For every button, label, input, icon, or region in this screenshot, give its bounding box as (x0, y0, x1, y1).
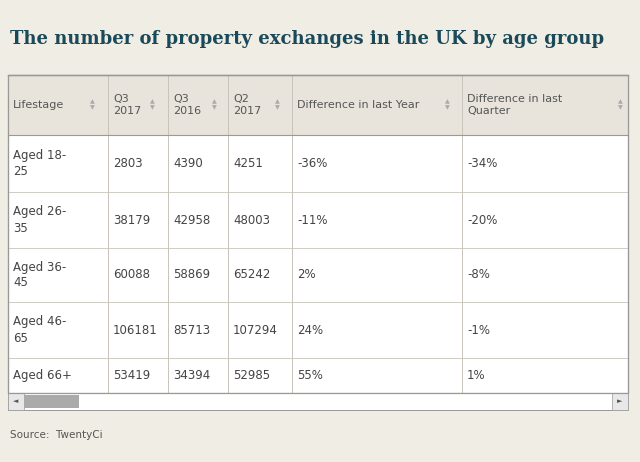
Text: 38179: 38179 (113, 213, 150, 226)
Text: 58869: 58869 (173, 268, 210, 281)
Text: 34394: 34394 (173, 369, 211, 382)
Text: -8%: -8% (467, 268, 490, 281)
Text: ▲: ▲ (445, 99, 449, 104)
Text: ▲: ▲ (150, 99, 154, 104)
Text: ▲: ▲ (212, 99, 216, 104)
Text: Lifestage: Lifestage (13, 100, 64, 110)
Text: -1%: -1% (467, 323, 490, 336)
Text: 65242: 65242 (233, 268, 270, 281)
Text: 60088: 60088 (113, 268, 150, 281)
Text: 2803: 2803 (113, 157, 143, 170)
Text: 53419: 53419 (113, 369, 150, 382)
Bar (612, 393, 628, 410)
Text: -11%: -11% (297, 213, 328, 226)
Bar (24, 395, 79, 408)
Bar (8, 75, 628, 135)
Text: 24%: 24% (297, 323, 323, 336)
Text: -34%: -34% (467, 157, 497, 170)
Text: ▲: ▲ (618, 99, 622, 104)
Text: Q3
2017: Q3 2017 (113, 94, 141, 116)
Text: 2%: 2% (297, 268, 316, 281)
Text: 85713: 85713 (173, 323, 210, 336)
Text: 55%: 55% (297, 369, 323, 382)
Text: ▼: ▼ (445, 105, 449, 110)
Bar (8, 393, 24, 410)
Text: ◄: ◄ (13, 399, 19, 405)
Text: 106181: 106181 (113, 323, 157, 336)
Text: Aged 46-
65: Aged 46- 65 (13, 316, 67, 345)
Text: 52985: 52985 (233, 369, 270, 382)
Text: 42958: 42958 (173, 213, 211, 226)
Text: 107294: 107294 (233, 323, 278, 336)
Text: Aged 66+: Aged 66+ (13, 369, 72, 382)
Text: Difference in last Year: Difference in last Year (297, 100, 419, 110)
Text: Q3
2016: Q3 2016 (173, 94, 201, 116)
Text: ▼: ▼ (275, 105, 280, 110)
Text: Source:  TwentyCi: Source: TwentyCi (10, 430, 102, 440)
Text: 1%: 1% (467, 369, 486, 382)
Bar (8, 75, 628, 393)
Text: ▼: ▼ (90, 105, 94, 110)
Text: ▼: ▼ (212, 105, 216, 110)
Text: ▲: ▲ (275, 99, 280, 104)
Text: Aged 36-
45: Aged 36- 45 (13, 261, 67, 290)
Text: Difference in last
Quarter: Difference in last Quarter (467, 94, 563, 116)
Text: The number of property exchanges in the UK by age group: The number of property exchanges in the … (10, 30, 604, 48)
Text: -36%: -36% (297, 157, 328, 170)
Bar (8, 393, 628, 410)
Text: Q2
2017: Q2 2017 (233, 94, 261, 116)
Text: 4390: 4390 (173, 157, 203, 170)
Text: ▼: ▼ (150, 105, 154, 110)
Text: Aged 18-
25: Aged 18- 25 (13, 149, 67, 178)
Text: ▼: ▼ (618, 105, 622, 110)
Text: ▲: ▲ (90, 99, 94, 104)
Bar (8, 75, 628, 393)
Text: 4251: 4251 (233, 157, 263, 170)
Text: -20%: -20% (467, 213, 497, 226)
Text: Aged 26-
35: Aged 26- 35 (13, 206, 67, 235)
Text: ►: ► (618, 399, 623, 405)
Text: 48003: 48003 (233, 213, 270, 226)
